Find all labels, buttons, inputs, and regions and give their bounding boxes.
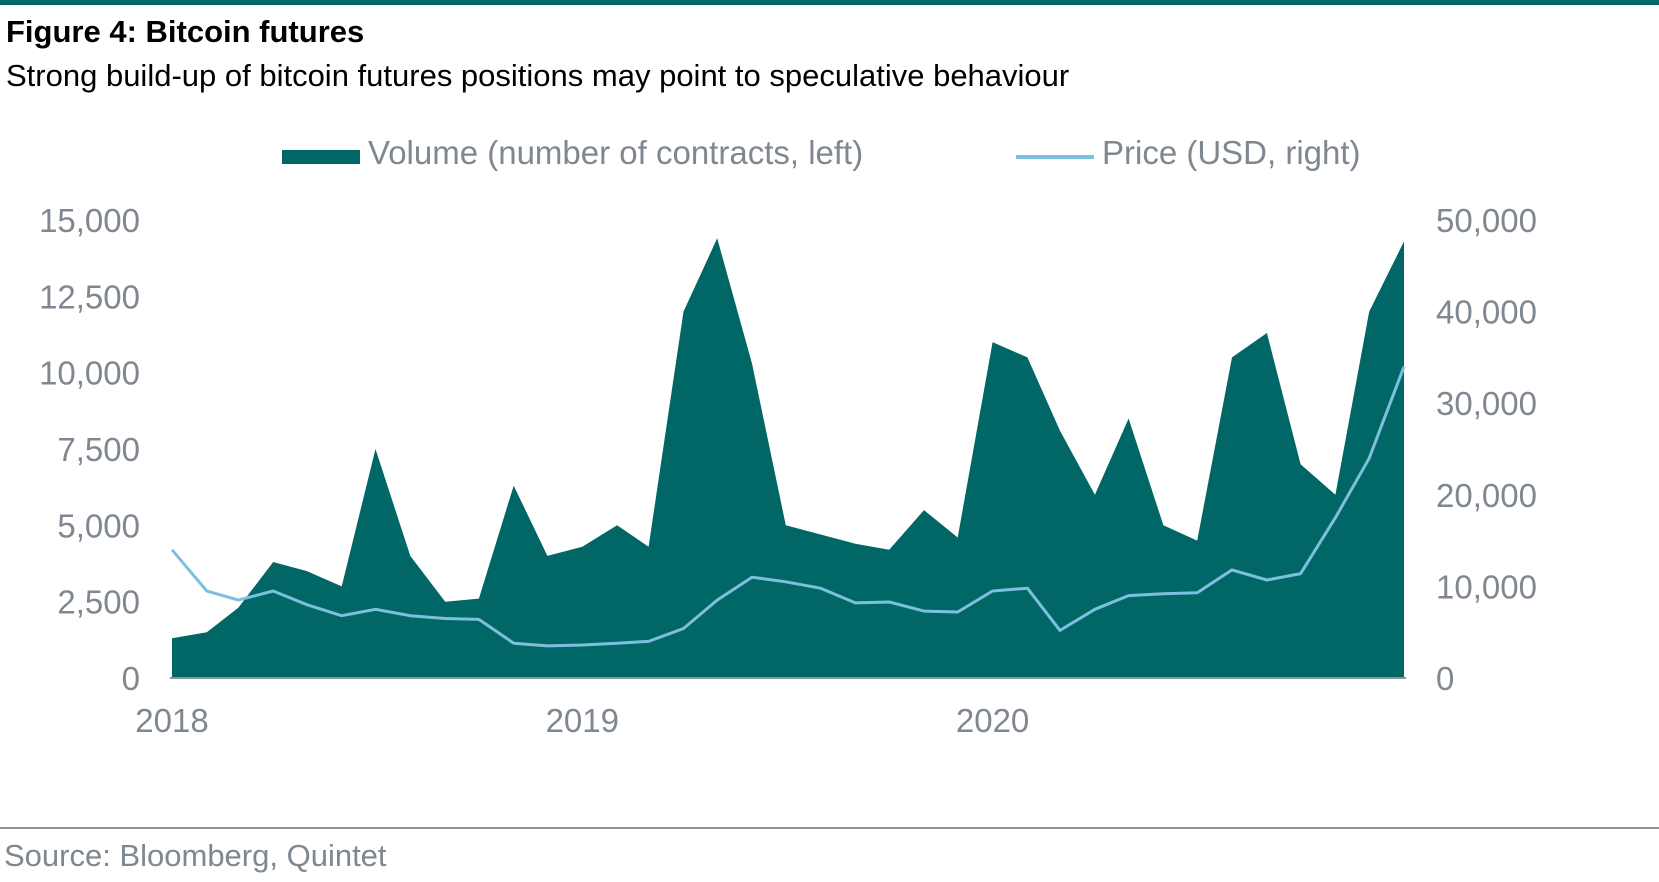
legend-swatch-price — [1016, 155, 1094, 159]
chart-title: Figure 4: Bitcoin futures — [6, 14, 365, 49]
y-right-tick-label: 20,000 — [1436, 477, 1537, 514]
bitcoin-futures-chart: 0 2,500 5,000 7,500 10,000 12,500 15,000 0 10,00… — [39, 202, 1537, 739]
bottom-rule — [0, 827, 1659, 829]
price-line — [170, 366, 1406, 648]
y-left-tick-label: 10,000 — [39, 355, 140, 392]
y-left-tick-label: 7,500 — [57, 431, 140, 468]
legend-label-volume: Volume (number of contracts, left) — [368, 134, 864, 171]
source-note: Source: Bloomberg, Quintet — [4, 838, 387, 873]
y-right-tick-label: 50,000 — [1436, 202, 1537, 239]
y-left-tick-label: 15,000 — [39, 202, 140, 239]
plot-area — [170, 238, 1406, 679]
x-tick-label: 2018 — [135, 702, 208, 739]
legend-label-price: Price (USD, right) — [1102, 134, 1361, 171]
y-left-tick-label: 0 — [122, 660, 140, 697]
legend-swatch-volume — [282, 150, 360, 164]
y-left-tick-label: 5,000 — [57, 507, 140, 544]
volume-area — [172, 238, 1404, 679]
top-rule — [0, 0, 1659, 5]
legend: Volume (number of contracts, left) Price… — [0, 134, 1659, 178]
y-right-tick-label: 30,000 — [1436, 385, 1537, 422]
chart-subtitle: Strong build-up of bitcoin futures posit… — [6, 58, 1070, 93]
x-tick-label: 2019 — [546, 702, 619, 739]
y-right-tick-label: 40,000 — [1436, 294, 1537, 331]
y-left-tick-label: 2,500 — [57, 584, 140, 621]
y-left-tick-label: 12,500 — [39, 278, 140, 315]
x-tick-label: 2020 — [956, 702, 1029, 739]
axes: 0 2,500 5,000 7,500 10,000 12,500 15,000 0 10,00… — [39, 202, 1537, 739]
y-right-tick-label: 0 — [1436, 660, 1454, 697]
y-right-tick-label: 10,000 — [1436, 568, 1537, 605]
